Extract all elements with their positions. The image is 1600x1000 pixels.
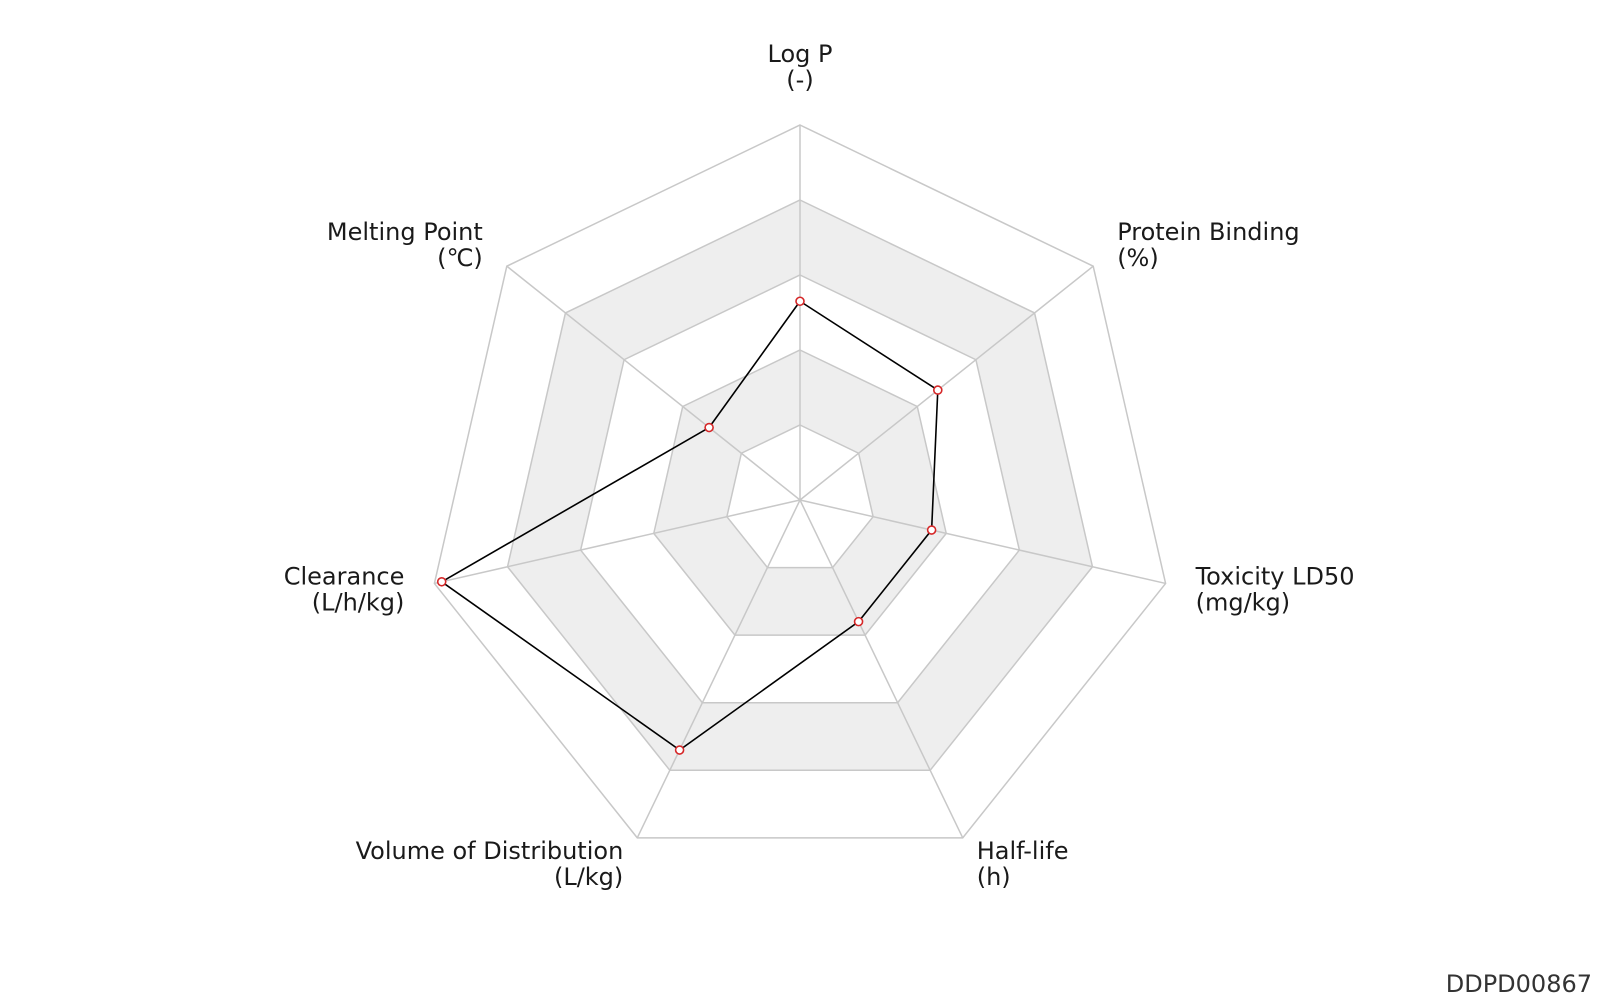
grid-ring-3 (579, 274, 1021, 704)
axis-label-unit-7: (℃) (437, 244, 483, 272)
axis-label-name-6: Clearance (284, 562, 405, 590)
axis-spoke-3 (799, 499, 1166, 585)
data-point-2 (932, 385, 943, 395)
axis-label-name-4: Half-life (977, 837, 1069, 865)
data-point-6 (436, 576, 447, 587)
axis-label-unit-3: (mg/kg) (1196, 588, 1291, 616)
grid-ring-1 (726, 424, 874, 569)
grid-ring-2 (652, 349, 948, 636)
axis-label-unit-6: (L/h/kg) (312, 588, 405, 616)
axis-label-unit-4: (h) (977, 863, 1011, 891)
axis-label-unit-5: (L/kg) (554, 863, 623, 891)
axis-spoke-6 (434, 499, 801, 585)
axis-spoke-7 (506, 265, 801, 501)
watermark-id: DDPD00867 (1445, 970, 1592, 998)
grid-bands (507, 200, 1093, 771)
grid-ring-5 (433, 124, 1167, 839)
grid-lines (433, 124, 1167, 839)
axis-spokes (434, 125, 1166, 839)
axis-spoke-2 (799, 265, 1094, 501)
axis-label-unit-1: (-) (786, 66, 813, 94)
data-point-4 (853, 616, 864, 627)
data-point-5 (674, 745, 685, 755)
data-point-7 (704, 422, 714, 433)
axis-label-name-3: Toxicity LD50 (1195, 562, 1355, 590)
axis-labels: Log P(-)Protein Binding(%)Toxicity LD50(… (284, 40, 1355, 891)
axis-spoke-5 (636, 499, 801, 839)
grid-band-4 (507, 200, 1093, 771)
grid-band-2 (653, 350, 947, 636)
axis-label-unit-2: (%) (1117, 244, 1159, 272)
series-line-1 (440, 300, 939, 752)
data-point-3 (926, 525, 937, 535)
axis-label-name-1: Log P (768, 40, 833, 68)
grid-ring-4 (506, 199, 1094, 772)
axis-spoke-4 (799, 499, 964, 839)
data-series (436, 296, 943, 755)
axis-label-name-5: Volume of Distribution (356, 837, 624, 865)
data-point-1 (795, 296, 805, 307)
axis-label-name-7: Melting Point (327, 218, 483, 246)
axis-label-name-2: Protein Binding (1117, 218, 1299, 246)
